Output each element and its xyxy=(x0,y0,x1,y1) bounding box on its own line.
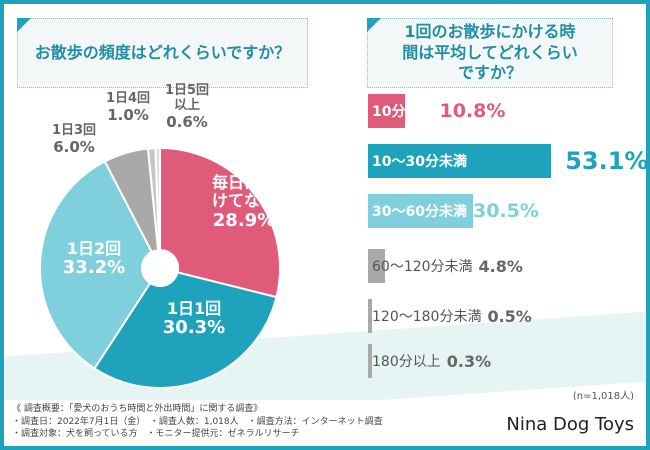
pie-label-0: 毎日は行けてない 28.9% xyxy=(211,173,276,231)
pie-label-3: 1日3回 6.0% xyxy=(51,123,97,156)
bar-value: 0.3% xyxy=(446,351,492,371)
bar-label: 180分以上 xyxy=(372,354,441,370)
pie-chart xyxy=(39,146,281,389)
pie-label-1: 1日1回 30.3% xyxy=(162,299,226,339)
bar-row: 180分以上 0.3% xyxy=(368,344,491,378)
bar-row: 10〜30分未満 53.1% xyxy=(368,144,646,178)
sample-size-note: (n=1,018人) xyxy=(572,391,634,402)
bar-0 xyxy=(368,94,406,128)
bar-label: 10〜30分未満 xyxy=(372,154,467,170)
pie-slice-1 xyxy=(93,271,278,389)
bar-value: 30.5% xyxy=(472,200,539,222)
footer-line: 《 調査概要：「愛犬のおうち時間と外出時間」に関する調査》 xyxy=(12,404,263,414)
bar-label: 30〜60分未満 xyxy=(372,204,467,220)
infographic: お散歩の頻度はどれくらいですか？ 1回のお散歩にかける時間は平均してどれくらいで… xyxy=(4,4,646,446)
bar-title: 1回のお散歩にかける時間は平均してどれくらいですか？ xyxy=(367,18,613,88)
footer-line: ・調査日：2022年7月1日（金） ・調査人数：1,018人 ・調査方法：インタ… xyxy=(12,416,383,427)
bar-value: 0.5% xyxy=(487,306,532,326)
bar-row: 120〜180分未満 0.5% xyxy=(368,299,532,333)
pie-slice-0 xyxy=(159,146,281,299)
footer-line: ・調査対象：犬を飼っている方 ・モニター提供元：ゼネラルリサーチ xyxy=(12,429,300,440)
pie-label-4: 1日4回 1.0% xyxy=(105,91,151,124)
pie-slice-2 xyxy=(39,160,154,370)
bar-label: 120〜180分未満 xyxy=(372,309,482,325)
bar-3 xyxy=(368,249,385,283)
bar-value: 4.8% xyxy=(478,256,523,276)
bar-row: 30〜60分未満 30.5% xyxy=(368,194,539,228)
bar-label: 60〜120分未満 xyxy=(372,259,473,275)
bar-value: 53.1% xyxy=(565,147,646,175)
pie-label-5: 1日5回以上 0.6% xyxy=(164,83,210,131)
pie-slice-5 xyxy=(154,146,161,252)
pie-title: お散歩の頻度はどれくらいですか？ xyxy=(17,18,308,88)
pie-label-2: 1日2回 33.2% xyxy=(62,239,126,279)
bar-row: 60〜120分未満 4.8% xyxy=(368,249,523,283)
brand-logo: Nina Dog Toys xyxy=(506,414,634,435)
bar-2 xyxy=(368,194,474,228)
bar-row: 10分未満 10.8% xyxy=(368,94,505,128)
bar-4 xyxy=(368,299,372,333)
bar-1 xyxy=(368,144,552,178)
survey-footer: 《 調査概要：「愛犬のおうち時間と外出時間」に関する調査》 ・調査日：2022年… xyxy=(4,400,646,446)
bar-label: 10分未満 xyxy=(372,104,434,120)
bar-value: 10.8% xyxy=(439,100,506,122)
bar-5 xyxy=(368,344,372,378)
